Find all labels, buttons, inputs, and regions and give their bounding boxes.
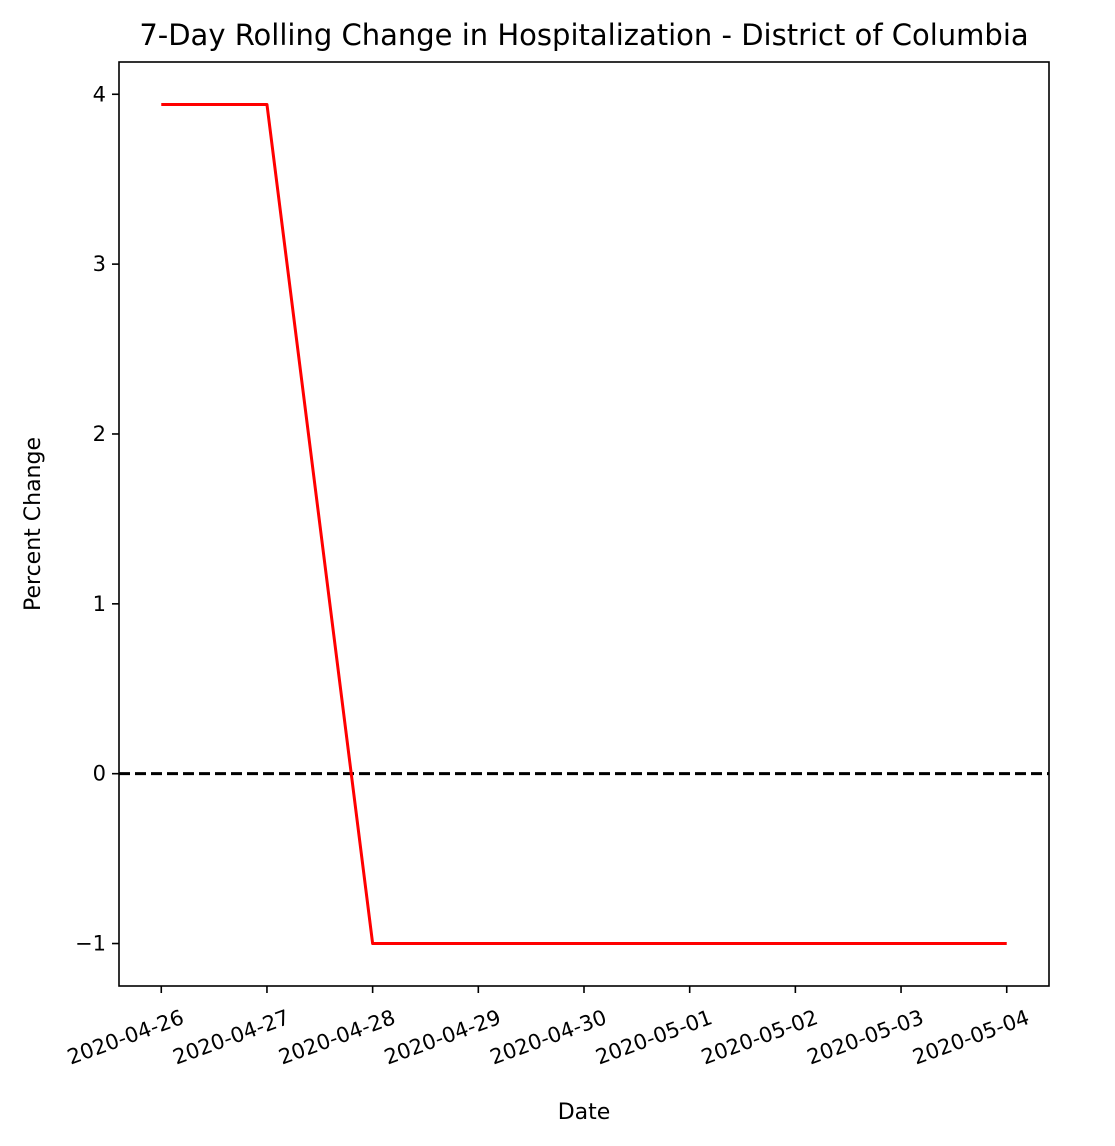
y-axis-label: Percent Change bbox=[21, 437, 46, 611]
x-axis: 2020-04-262020-04-272020-04-282020-04-29… bbox=[64, 986, 1032, 1069]
y-tick-label: 0 bbox=[93, 762, 106, 786]
y-tick-label: 3 bbox=[93, 252, 106, 276]
x-tick-label: 2020-05-02 bbox=[698, 1005, 821, 1069]
x-tick-label: 2020-05-04 bbox=[910, 1005, 1033, 1069]
x-tick-label: 2020-04-27 bbox=[170, 1005, 293, 1069]
y-axis: −1 0 1 2 3 4 bbox=[75, 82, 119, 956]
y-tick-label: 4 bbox=[93, 82, 106, 106]
x-tick-label: 2020-04-28 bbox=[275, 1005, 398, 1069]
x-tick-label: 2020-05-01 bbox=[592, 1005, 715, 1069]
series-line bbox=[161, 102, 1007, 946]
plot-area bbox=[119, 102, 1049, 946]
y-tick-label: −1 bbox=[75, 932, 106, 956]
x-axis-label: Date bbox=[558, 1100, 611, 1125]
x-tick-label: 2020-04-30 bbox=[487, 1005, 610, 1069]
x-tick-label: 2020-04-26 bbox=[64, 1005, 187, 1069]
x-tick-label: 2020-05-03 bbox=[804, 1005, 927, 1069]
chart-title: 7-Day Rolling Change in Hospitalization … bbox=[139, 18, 1028, 52]
y-tick-label: 1 bbox=[93, 592, 106, 616]
x-tick-label: 2020-04-29 bbox=[381, 1005, 504, 1069]
y-tick-label: 2 bbox=[93, 422, 106, 446]
plot-frame bbox=[118, 61, 1050, 987]
